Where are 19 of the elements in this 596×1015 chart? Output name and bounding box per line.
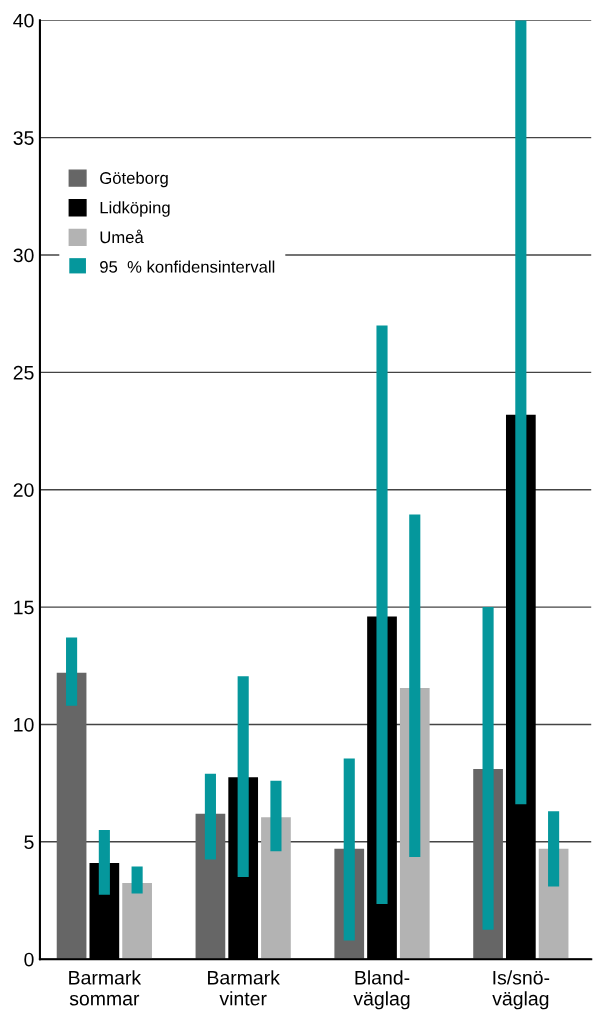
bar [56, 672, 87, 960]
x-tick-label: Bland- väglag [353, 970, 410, 1010]
x-tick-label: Is/snö- väglag [492, 970, 550, 1010]
y-tick-label: 15 [14, 600, 34, 615]
y-tick-label: 10 [14, 717, 34, 732]
legend-label: Göteborg [100, 171, 168, 188]
x-tick-label: Barmark sommar [69, 970, 142, 1006]
legend-label: Lidköping [100, 201, 170, 217]
y-tick-label: 40 [13, 13, 34, 28]
annotation: 95 % konfidensintervall [100, 260, 275, 273]
legend-label: Umeå [100, 229, 144, 244]
y-tick-label: 5 [24, 835, 34, 850]
y-tick-label: 30 [13, 248, 34, 263]
bar [122, 882, 152, 960]
y-tick-label: 20 [13, 483, 34, 497]
x-tick-label: Barmark vinter [208, 970, 280, 1006]
y-tick-label: 0 [24, 952, 34, 967]
y-tick-label: 25 [13, 365, 34, 380]
y-tick-label: 35 [13, 131, 34, 145]
